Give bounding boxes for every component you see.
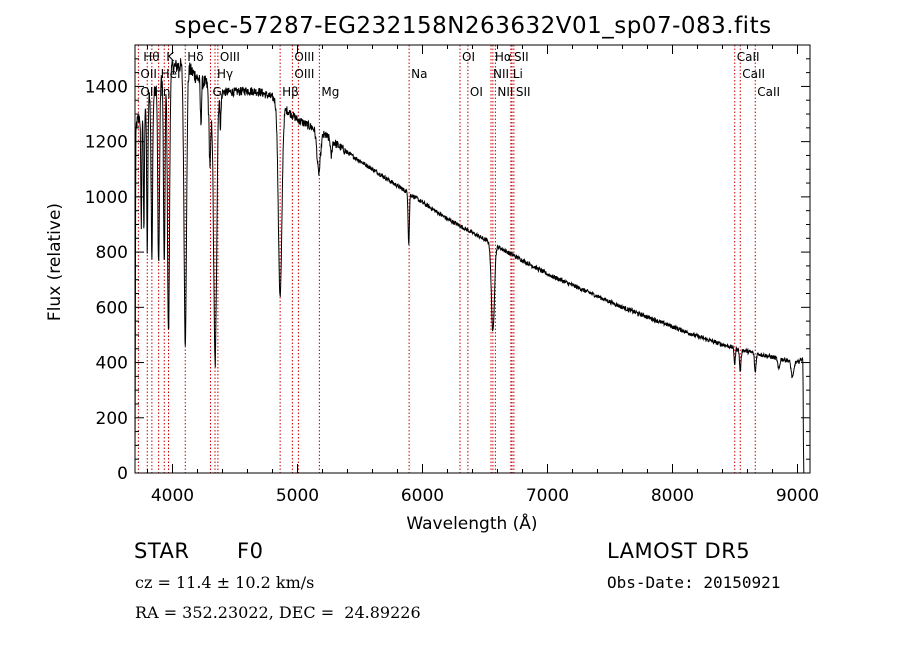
line-label: SII — [514, 50, 529, 64]
line-label: OII — [140, 85, 157, 99]
line-label: Hα — [495, 50, 512, 64]
object-class: STAR — [134, 539, 190, 563]
line-label: Li — [513, 67, 523, 81]
object-subclass: F0 — [237, 539, 264, 563]
x-tick-label: 5000 — [276, 486, 319, 506]
x-tick-label: 4000 — [151, 486, 194, 506]
y-tick-label: 1000 — [85, 188, 128, 208]
y-tick-label: 1400 — [85, 77, 128, 97]
line-label: CaII — [757, 85, 780, 99]
spectrum-line — [134, 58, 805, 474]
line-label: Na — [411, 67, 427, 81]
redshift-text: cz = 11.4 ± 10.2 km/s — [135, 573, 315, 592]
chart-title: spec-57287-EG232158N263632V01_sp07-083.f… — [174, 13, 771, 39]
obs-date: Obs-Date: 20150921 — [607, 573, 781, 592]
line-label: Hδ — [187, 50, 203, 64]
coordinates: RA = 352.23022, DEC = 24.89226 — [135, 603, 421, 622]
x-axis-label: Wavelength (Å) — [406, 512, 537, 534]
y-tick-label: 0 — [117, 464, 128, 484]
x-tick-label: 7000 — [526, 486, 569, 506]
y-axis-label: Flux (relative) — [45, 203, 65, 321]
y-tick-label: 200 — [96, 409, 128, 429]
y-tick-label: 600 — [96, 298, 128, 318]
line-label: G — [213, 85, 222, 99]
survey-name: LAMOST DR5 — [607, 539, 751, 563]
line-label: OI — [470, 85, 483, 99]
line-label: SII — [516, 85, 531, 99]
axis-ticks — [135, 45, 810, 474]
x-tick-label: 6000 — [401, 486, 444, 506]
y-tick-label: 400 — [96, 354, 128, 374]
line-label: HeI — [161, 67, 181, 81]
line-label: CaII — [737, 50, 760, 64]
line-label: K — [166, 50, 175, 64]
axis-tick-labels: 4000 5000 6000 7000 8000 9000 0 200 400 600 800 100… — [85, 77, 819, 506]
line-label: Mg — [321, 85, 339, 99]
line-label: NII — [497, 85, 513, 99]
line-label: OIII — [294, 67, 314, 81]
line-markers — [137, 45, 756, 473]
line-label: OII — [140, 67, 157, 81]
line-label: OIII — [220, 50, 240, 64]
plot-frame — [134, 44, 811, 474]
x-tick-label: 9000 — [776, 486, 819, 506]
line-label: Hγ — [217, 67, 233, 81]
line-label: Hθ — [143, 50, 159, 64]
line-label: OIII — [294, 50, 314, 64]
x-tick-label: 8000 — [651, 486, 694, 506]
line-label: CaII — [742, 67, 765, 81]
line-label: NII — [493, 67, 509, 81]
y-tick-label: 800 — [96, 243, 128, 263]
line-label: OI — [462, 50, 475, 64]
line-label: Hβ — [282, 85, 299, 99]
y-tick-label: 1200 — [85, 133, 128, 153]
